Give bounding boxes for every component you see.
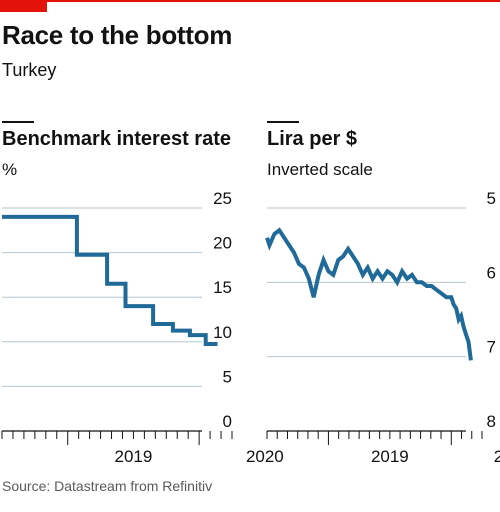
left-panel-unit: % [2,160,18,179]
lira-x-tick-label: 2019 [371,447,409,466]
lira-y-tick-label: 8 [487,412,496,431]
top-rule [0,0,500,2]
lira-y-tick-label: 6 [487,263,496,282]
right-panel-rule [267,121,299,123]
rate-y-tick-label: 25 [213,189,232,208]
lira-series-line [265,227,473,361]
right-panel-title: Lira per $ [267,128,358,150]
chart-title: Race to the bottom [2,20,233,50]
rate-y-tick-label: 15 [213,278,232,297]
right-panel-subtitle: Inverted scale [267,160,373,179]
left-panel-title: Benchmark interest rate [2,128,231,150]
rate-y-tick-label: 0 [223,412,232,431]
rate-y-tick-label: 10 [213,323,232,342]
rate-series-line [2,214,218,346]
chart-subtitle: Turkey [2,60,57,80]
economist-red-tag [0,0,47,12]
lira-y-tick-label: 7 [487,338,496,357]
rate-y-tick-label: 20 [213,234,232,253]
source-note: Source: Datastream from Refinitiv [2,478,213,494]
lira-x-tick-label: 2020 [494,447,500,466]
rate-y-tick-label: 5 [223,367,232,386]
left-panel-rule [2,121,34,123]
lira-y-tick-label: 5 [487,189,496,208]
rate-x-tick-label: 2019 [115,447,153,466]
rate-x-tick-label: 2020 [246,447,284,466]
